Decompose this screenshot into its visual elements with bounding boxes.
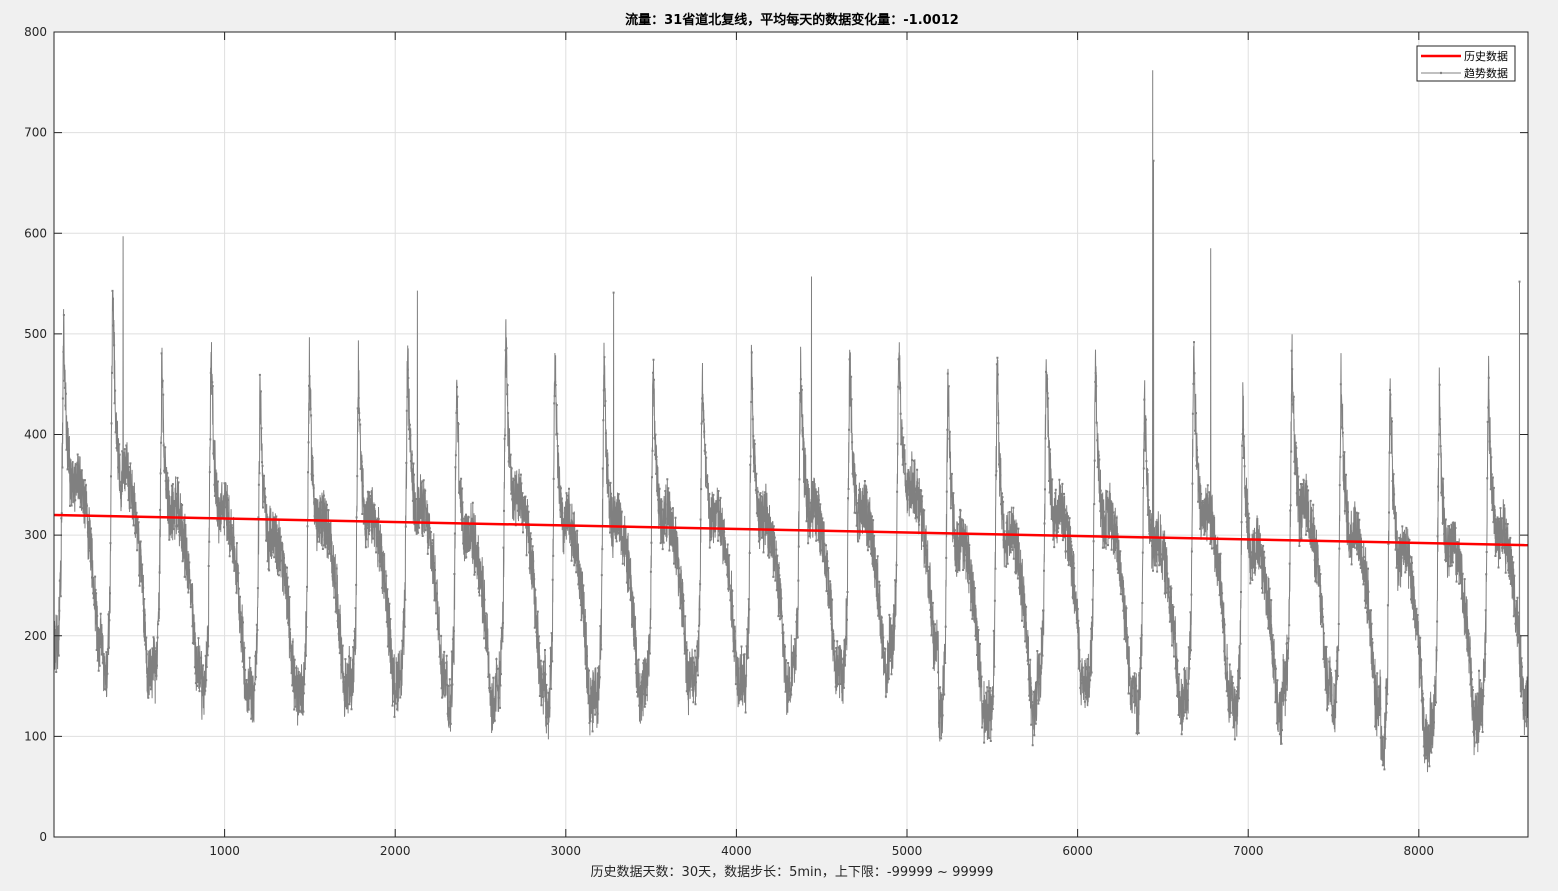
- x-tick-label: 1000: [209, 844, 240, 858]
- series-history-line: [54, 513, 1528, 547]
- grid-lines: [54, 32, 1528, 837]
- x-tick-label: 3000: [551, 844, 582, 858]
- legend-box: [1416, 45, 1516, 82]
- y-tick-label: 600: [24, 226, 47, 240]
- plot-content: [54, 70, 1528, 773]
- chart-title: 流量：31省道北复线，平均每天的数据变化量：-1.0012: [625, 12, 959, 28]
- x-tick-label: 5000: [892, 844, 923, 858]
- legend-label-trend: 趋势数据: [1464, 66, 1508, 80]
- y-tick-label: 100: [24, 729, 47, 743]
- x-tick-label: 2000: [380, 844, 411, 858]
- y-tick-label: 200: [24, 629, 47, 643]
- history-series-line: [54, 513, 1528, 547]
- plot-axes: 1000 2000 3000 4000 5000 6000 7000 8000 0 100 200 3…: [24, 25, 1529, 858]
- x-tick-label: 6000: [1062, 844, 1093, 858]
- y-tick-label: 500: [24, 327, 47, 341]
- x-tick-label: 8000: [1404, 844, 1435, 858]
- y-tick-label: 700: [24, 126, 47, 140]
- x-tick-label: 4000: [721, 844, 752, 858]
- y-tick-label: 300: [24, 528, 47, 542]
- axis-ticks: [54, 31, 1528, 838]
- tick-labels: 1000 2000 3000 4000 5000 6000 7000 8000 0 100 200 3…: [24, 25, 1434, 858]
- y-tick-label: 800: [24, 25, 47, 39]
- legend-label-history: 历史数据: [1464, 49, 1508, 63]
- x-tick-label: 7000: [1233, 844, 1264, 858]
- legend-swatch-trend-marker: [1439, 71, 1443, 75]
- y-tick-label: 0: [39, 830, 47, 844]
- series-trend-line: [54, 70, 1528, 773]
- x-axis-label: 历史数据天数：30天，数据步长：5min，上下限：-99999 ~ 99999: [591, 865, 994, 880]
- y-tick-label: 400: [24, 428, 47, 442]
